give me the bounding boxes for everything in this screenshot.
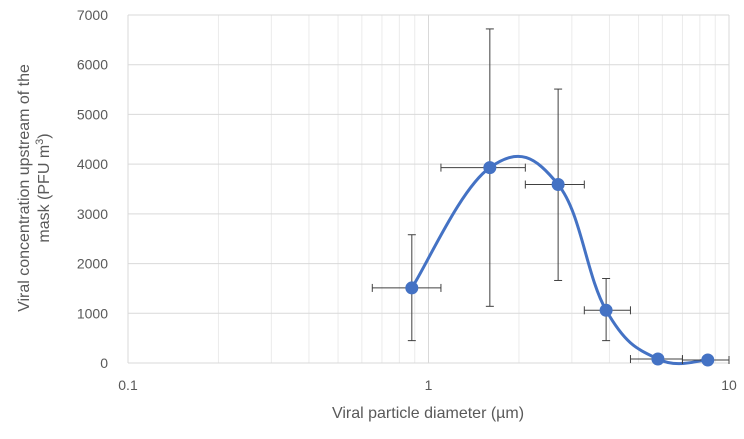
y-axis-title-close: ) — [36, 133, 53, 138]
y-tick-label: 2000 — [77, 256, 108, 272]
y-axis-title-main: mask (PFU m — [36, 145, 53, 243]
data-point — [405, 281, 419, 295]
data-point — [599, 303, 613, 317]
x-tick-label: 0.1 — [118, 377, 138, 393]
x-axis-title: Viral particle diameter (µm) — [332, 405, 524, 422]
y-tick-label: 1000 — [77, 305, 108, 321]
y-axis-title-sup: 3 — [34, 139, 46, 145]
y-tick-label: 0 — [100, 355, 108, 371]
y-tick-label: 7000 — [77, 7, 108, 23]
tick-labels: 0.1 1 10 0 1000 2000 3000 4000 5000 6000 7000 — [77, 7, 737, 393]
data-point — [701, 353, 715, 367]
major-gridlines — [127, 14, 730, 364]
y-axis-title-line2: mask (PFU m3) — [34, 133, 53, 242]
y-axis-title-line1: Viral concentration upstream of the — [16, 64, 33, 312]
y-tick-label: 3000 — [77, 206, 108, 222]
y-tick-label: 5000 — [77, 106, 108, 122]
minor-gridlines — [217, 15, 716, 363]
y-tick-label: 6000 — [77, 57, 108, 73]
y-axis-title: Viral concentration upstream of the mask… — [16, 64, 53, 312]
x-tick-label: 1 — [425, 377, 433, 393]
data-point — [483, 161, 497, 175]
data-point — [551, 178, 565, 192]
data-points — [405, 161, 715, 367]
x-tick-label: 10 — [721, 377, 737, 393]
data-point — [651, 352, 665, 366]
y-tick-label: 4000 — [77, 156, 108, 172]
